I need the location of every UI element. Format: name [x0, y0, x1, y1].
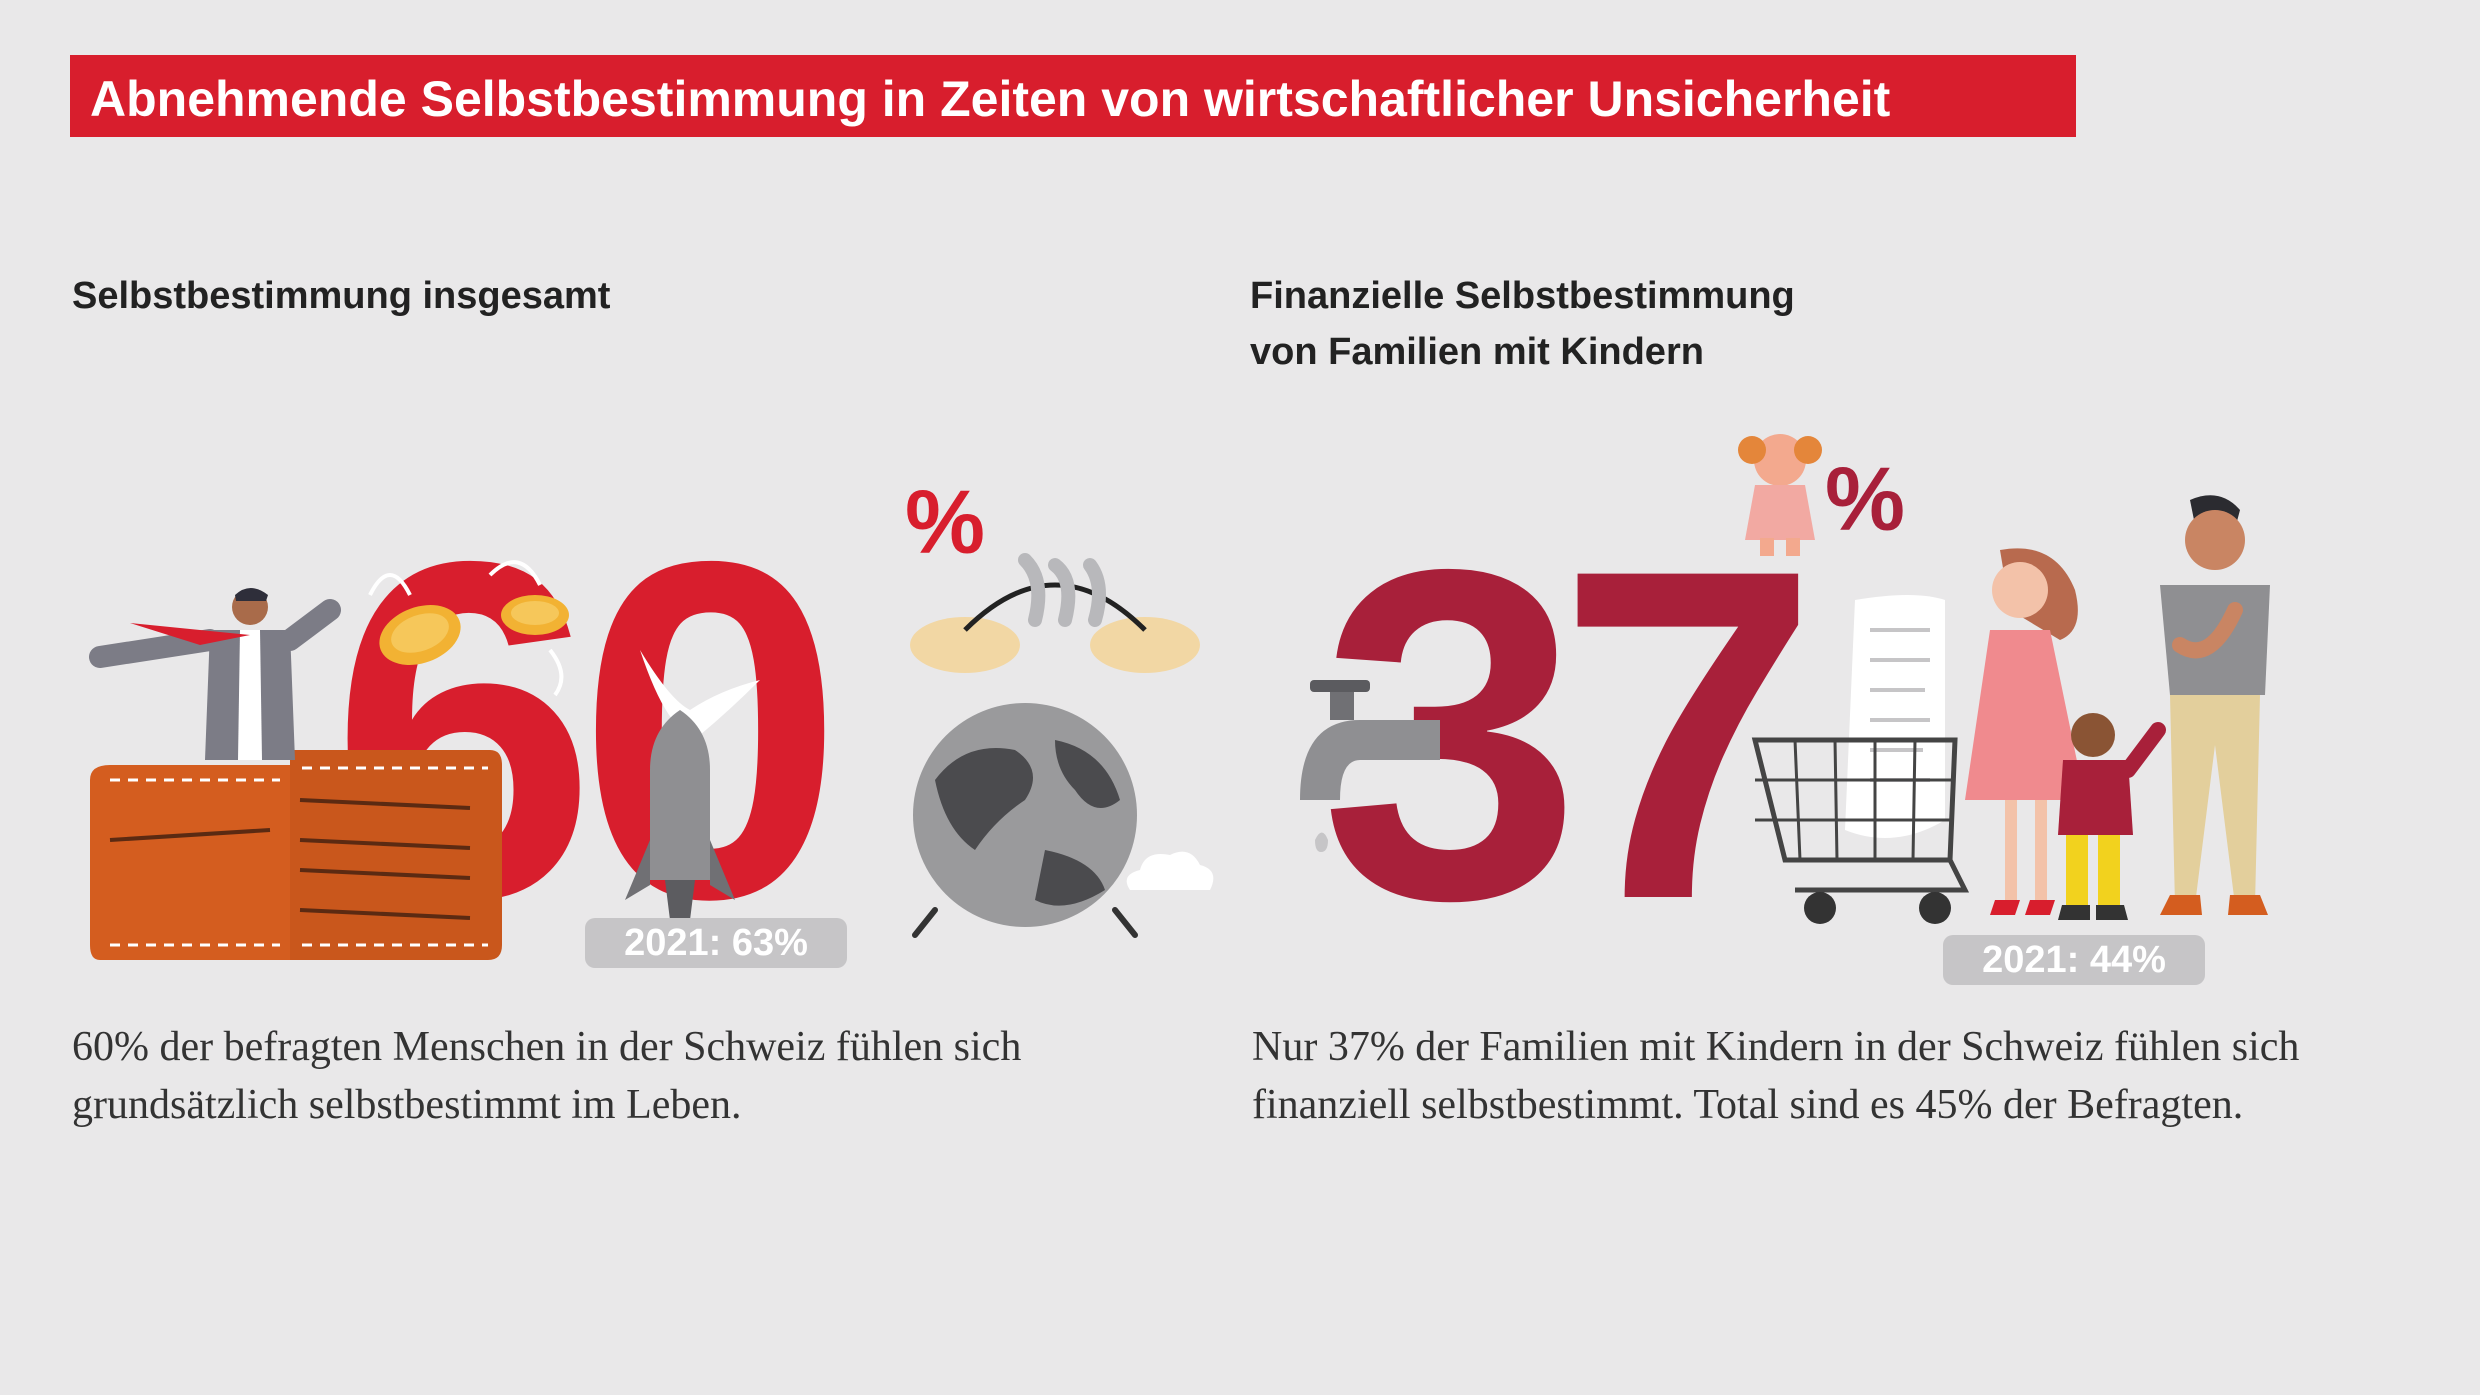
globe-icon	[912, 703, 1138, 938]
alarm-clock-icon	[910, 553, 1200, 673]
wallet-icon	[90, 750, 502, 960]
left-description: 60% der befragten Menschen in der Schwei…	[72, 1024, 1022, 1128]
right-percent-sign: %	[1825, 450, 1906, 550]
page-title: Abnehmende Selbstbestimmung in Zeiten vo…	[90, 71, 1891, 127]
shopping-cart-icon	[1751, 737, 1970, 924]
right-description: Nur 37% der Familien mit Kindern in der …	[1252, 1024, 2300, 1128]
title-band	[70, 55, 2076, 137]
right-previous-badge: 2021: 44%	[1943, 935, 2205, 985]
coins-icon	[368, 560, 569, 697]
businessman-icon	[89, 588, 341, 760]
dove-icon	[640, 650, 760, 736]
left-previous-badge: 2021: 63%	[585, 918, 847, 968]
missile-icon	[625, 710, 735, 920]
left-heading: Selbstbestimmung insgesamt	[72, 275, 611, 317]
woman-icon	[1965, 548, 2085, 915]
child-icon	[2058, 713, 2166, 920]
right-heading-line2: von Familien mit Kindern	[1250, 331, 1704, 373]
receipt-icon	[1845, 595, 1945, 838]
crying-child-icon	[1738, 434, 1822, 556]
left-percent-sign: %	[905, 473, 986, 573]
cloud-icon	[1126, 851, 1214, 890]
man-icon	[2160, 495, 2270, 915]
right-heading-line1: Finanzielle Selbstbestimmung	[1250, 275, 1795, 317]
faucet-icon	[1300, 680, 1440, 852]
